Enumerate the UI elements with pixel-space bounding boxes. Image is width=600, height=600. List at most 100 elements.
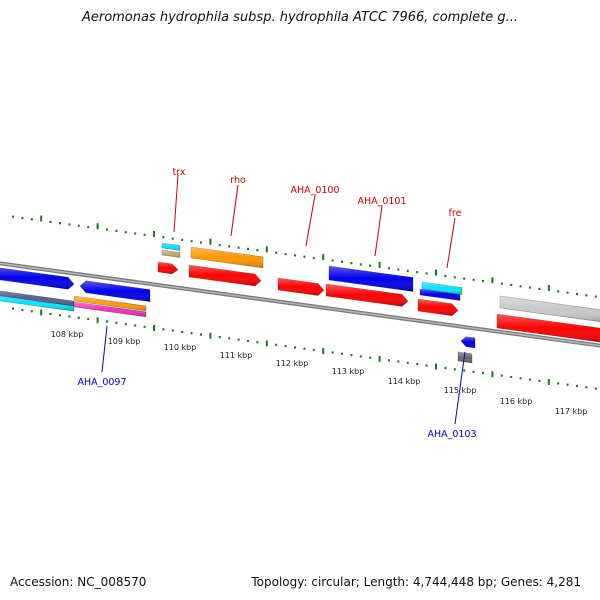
- gene-feature-shading: [0, 290, 74, 307]
- top-track-major-tick: [153, 231, 155, 237]
- top-track-minor-tick: [77, 224, 80, 227]
- bottom-track-major-tick: [96, 317, 99, 324]
- bottom-track-minor-tick: [134, 324, 137, 327]
- bottom-track-major-tick: [491, 371, 494, 378]
- bottom-track-minor-tick: [529, 378, 531, 381]
- bottom-track-minor-tick: [594, 387, 597, 390]
- top-track-minor-tick: [134, 232, 137, 235]
- bottom-track-minor-tick: [218, 336, 221, 339]
- bottom-track-minor-tick: [49, 312, 52, 315]
- top-track-minor-tick: [106, 228, 108, 231]
- top-track-minor-tick: [388, 267, 390, 270]
- top-track-minor-tick: [68, 223, 71, 226]
- bottom-track-minor-tick: [453, 368, 456, 371]
- kbp-scale-label: 108 kbp: [51, 330, 84, 339]
- top-track-minor-tick: [171, 237, 174, 240]
- gene-feature-shading: [80, 280, 150, 302]
- top-track-major-tick: [491, 277, 494, 284]
- bottom-track-major-tick: [547, 379, 550, 385]
- bottom-track-minor-tick: [303, 347, 306, 350]
- map-title: Aeromonas hydrophila subsp. hydrophila A…: [81, 10, 519, 25]
- bottom-track-major-tick: [209, 332, 212, 339]
- top-track-minor-tick: [124, 231, 127, 234]
- bottom-track-major-tick: [265, 340, 268, 347]
- top-track-minor-tick: [369, 264, 372, 267]
- bottom-track-minor-tick: [162, 328, 165, 331]
- tick-track: [12, 215, 597, 390]
- top-track-minor-tick: [538, 287, 541, 290]
- top-track-minor-tick: [406, 269, 409, 272]
- gene-feature-shading: [162, 250, 180, 258]
- gene-callout-line: [454, 351, 466, 425]
- gene-feature-shading: [0, 267, 74, 290]
- backbone-line-inner: [0, 262, 600, 347]
- gene-feature-shading: [458, 352, 472, 363]
- top-track-minor-tick: [397, 268, 400, 271]
- kbp-labels: 108 kbp 109 kbp 110 kbp 111 kbp 112 kbp 113 k…: [51, 330, 588, 416]
- top-track-minor-tick: [444, 274, 447, 278]
- kbp-scale-label: 116 kbp: [500, 397, 533, 406]
- top-track-minor-tick: [557, 290, 560, 293]
- top-track-minor-tick: [312, 256, 315, 260]
- bottom-track-minor-tick: [519, 377, 522, 380]
- bottom-track-minor-tick: [397, 360, 400, 363]
- top-track-minor-tick: [359, 263, 362, 266]
- gene-feature-shading: [278, 278, 324, 296]
- bottom-track-minor-tick: [557, 382, 560, 385]
- bottom-track-minor-tick: [275, 343, 278, 346]
- top-track-minor-tick: [49, 220, 52, 223]
- top-track-minor-tick: [453, 276, 456, 279]
- top-track-minor-tick: [181, 238, 184, 241]
- top-track-major-tick: [265, 246, 268, 253]
- bottom-track-minor-tick: [482, 372, 484, 375]
- top-track-minor-tick: [143, 233, 146, 236]
- bottom-track-major-tick: [40, 309, 43, 316]
- top-track-minor-tick: [585, 294, 588, 297]
- bottom-track-major-tick: [435, 363, 437, 370]
- gene-label-bottom: AHA_0103: [427, 429, 476, 440]
- top-track-minor-tick: [284, 253, 287, 256]
- bottom-track-minor-tick: [247, 339, 249, 342]
- top-track-minor-tick: [566, 291, 569, 294]
- bottom-track-minor-tick: [538, 379, 541, 382]
- top-track-minor-tick: [529, 286, 531, 289]
- bottom-track-minor-tick: [87, 317, 90, 321]
- gene-feature-shading: [74, 302, 146, 317]
- callout-lines: [101, 174, 466, 425]
- top-track-minor-tick: [500, 282, 503, 285]
- top-track-minor-tick: [256, 249, 259, 252]
- bottom-track-minor-tick: [200, 333, 202, 336]
- gene-feature-shading: [461, 336, 475, 348]
- top-track-minor-tick: [200, 241, 202, 244]
- top-track-minor-tick: [275, 251, 278, 254]
- top-track-minor-tick: [303, 255, 306, 258]
- top-track-major-tick: [322, 254, 325, 261]
- top-track-minor-tick: [247, 247, 249, 250]
- bottom-track-minor-tick: [472, 370, 475, 373]
- kbp-scale-label: 109 kbp: [108, 337, 141, 346]
- gene-feature-shading: [326, 284, 408, 307]
- bottom-track-minor-tick: [416, 363, 419, 366]
- gene-feature-shading: [500, 296, 600, 322]
- bottom-track-minor-tick: [59, 314, 61, 317]
- top-track-minor-tick: [21, 216, 24, 220]
- top-track-minor-tick: [463, 277, 466, 280]
- bottom-track-minor-tick: [68, 315, 71, 318]
- top-track-minor-tick: [30, 218, 33, 221]
- bottom-track-minor-tick: [228, 337, 231, 340]
- accession-text: Accession: NC_008570: [10, 575, 147, 589]
- bottom-track-minor-tick: [12, 307, 14, 310]
- bottom-track-minor-tick: [284, 345, 287, 348]
- top-track-minor-tick: [594, 295, 597, 298]
- kbp-scale-label: 114 kbp: [388, 377, 421, 386]
- bottom-track-minor-tick: [190, 332, 193, 335]
- gene-label-top: fre: [449, 208, 462, 219]
- bottom-track-minor-tick: [341, 352, 343, 355]
- bottom-track-minor-tick: [181, 330, 184, 333]
- gene-callout-line: [374, 205, 383, 257]
- gene-callout-line: [173, 174, 179, 233]
- top-track-minor-tick: [510, 283, 513, 287]
- bottom-track-major-tick: [378, 355, 381, 362]
